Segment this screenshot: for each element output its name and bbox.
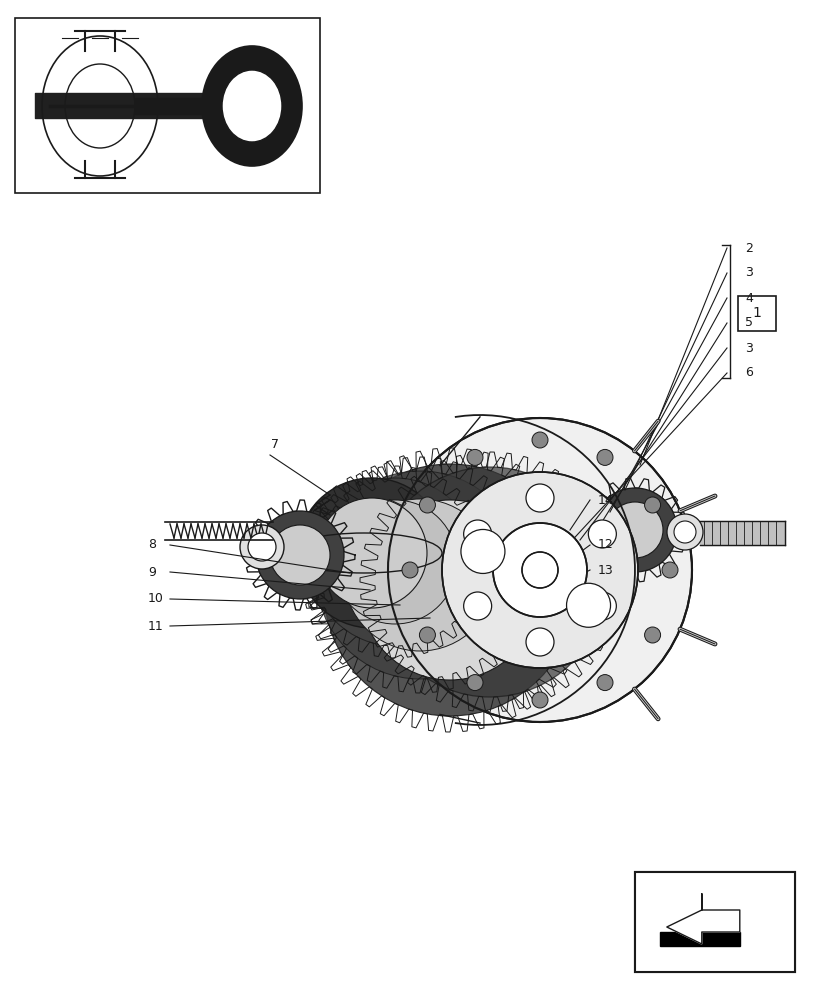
Ellipse shape — [442, 472, 638, 668]
Ellipse shape — [493, 523, 587, 617]
Text: 7: 7 — [271, 438, 279, 452]
Ellipse shape — [248, 533, 276, 561]
Ellipse shape — [645, 497, 661, 513]
Polygon shape — [699, 897, 757, 927]
Text: 3: 3 — [745, 342, 753, 355]
Ellipse shape — [597, 675, 613, 691]
Text: 1: 1 — [752, 306, 761, 320]
Ellipse shape — [526, 484, 554, 512]
Text: 10: 10 — [148, 592, 164, 605]
Ellipse shape — [461, 529, 505, 573]
Ellipse shape — [526, 628, 554, 656]
Ellipse shape — [566, 583, 610, 627]
Ellipse shape — [202, 46, 302, 166]
Text: 8: 8 — [148, 538, 156, 552]
Ellipse shape — [522, 552, 558, 588]
Ellipse shape — [645, 627, 661, 643]
Polygon shape — [660, 932, 740, 946]
Ellipse shape — [467, 675, 483, 691]
Ellipse shape — [532, 432, 548, 448]
Text: 9: 9 — [148, 566, 156, 578]
Ellipse shape — [316, 471, 524, 679]
Bar — [738, 296, 776, 331]
Ellipse shape — [419, 497, 436, 513]
Ellipse shape — [256, 511, 344, 599]
Ellipse shape — [324, 464, 576, 716]
Ellipse shape — [297, 478, 447, 628]
Ellipse shape — [467, 449, 483, 465]
Ellipse shape — [317, 498, 427, 608]
Ellipse shape — [463, 520, 492, 548]
Text: 5: 5 — [745, 316, 753, 330]
Bar — [15, 18, 320, 193]
Ellipse shape — [360, 500, 540, 680]
Ellipse shape — [419, 627, 436, 643]
Text: 2: 2 — [745, 241, 753, 254]
Ellipse shape — [674, 521, 696, 543]
Ellipse shape — [593, 488, 677, 572]
Bar — [635, 872, 795, 972]
Ellipse shape — [607, 502, 663, 558]
Text: 6: 6 — [745, 366, 753, 379]
Ellipse shape — [311, 478, 479, 646]
Ellipse shape — [532, 692, 548, 708]
Ellipse shape — [463, 592, 492, 620]
Ellipse shape — [375, 467, 605, 697]
Ellipse shape — [333, 500, 457, 624]
Polygon shape — [667, 894, 740, 944]
Bar — [635, 872, 795, 972]
Ellipse shape — [270, 525, 330, 585]
Ellipse shape — [402, 562, 418, 578]
Ellipse shape — [240, 525, 284, 569]
Text: 12: 12 — [598, 538, 614, 552]
Ellipse shape — [344, 499, 496, 651]
Ellipse shape — [388, 418, 692, 722]
Ellipse shape — [588, 592, 616, 620]
Ellipse shape — [597, 449, 613, 465]
Ellipse shape — [662, 562, 678, 578]
Ellipse shape — [588, 520, 616, 548]
Polygon shape — [697, 900, 739, 925]
Text: 3: 3 — [745, 266, 753, 279]
Ellipse shape — [667, 514, 703, 550]
Text: 14: 14 — [598, 493, 614, 506]
Text: 13: 13 — [598, 564, 614, 576]
Polygon shape — [657, 930, 735, 944]
Text: 11: 11 — [148, 619, 164, 633]
Text: 4: 4 — [745, 292, 753, 304]
Ellipse shape — [222, 70, 282, 142]
